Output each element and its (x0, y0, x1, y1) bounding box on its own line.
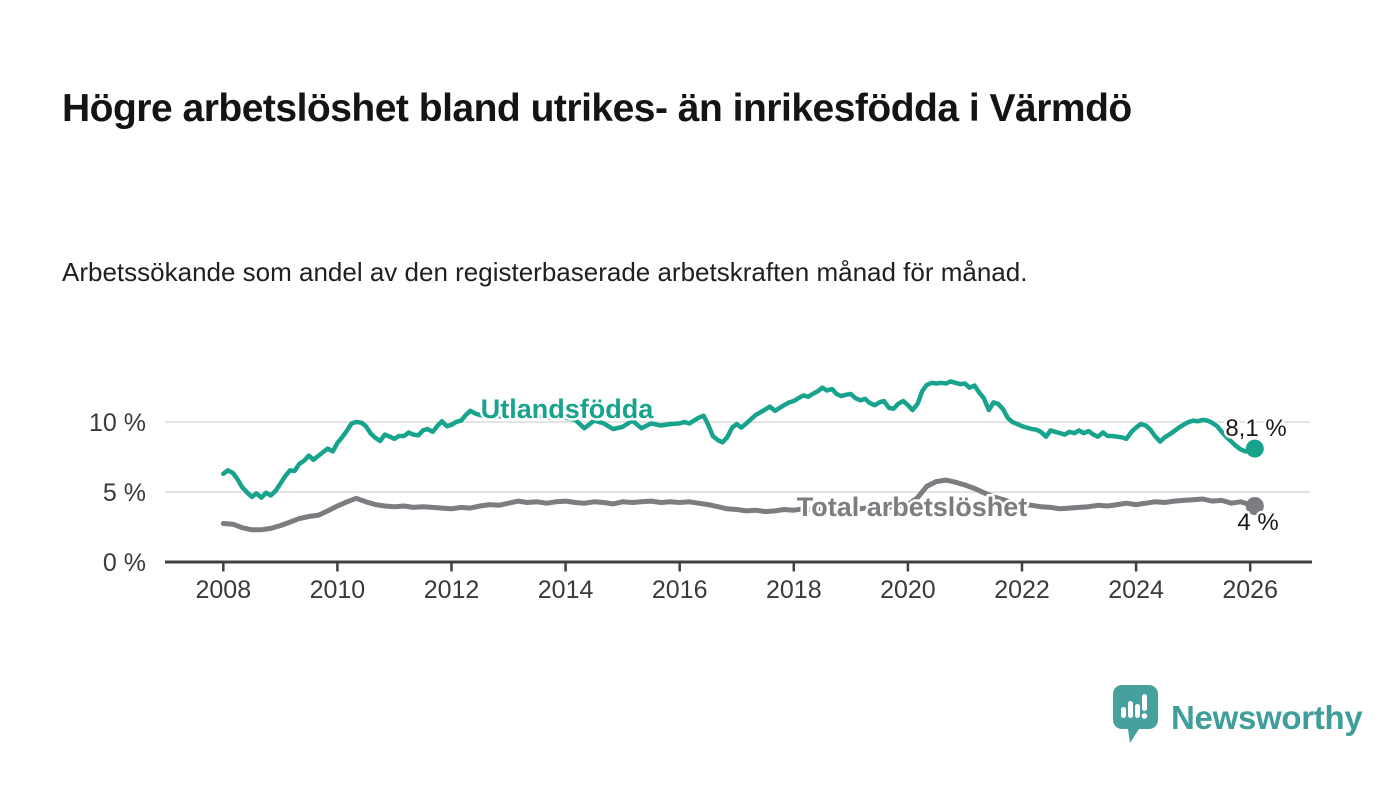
x-tick-label: 2026 (1222, 576, 1278, 604)
y-tick-label: 10 % (89, 409, 146, 437)
y-tick-label: 5 % (103, 479, 146, 507)
line-chart: 0 %5 %10 % 2008 2010 2012 2014 2016 2018 2020 2… (89, 379, 1312, 604)
series-label-utlandsfodda: Utlandsfödda (481, 394, 654, 424)
x-tick-label: 2014 (538, 576, 594, 604)
x-tick-label: 2010 (310, 576, 366, 604)
x-tick-label: 2008 (195, 576, 251, 604)
end-value-label-utlandsfodda: 8,1 % (1225, 415, 1286, 442)
line-chart-container: 0 % 5 % 10 % 2008 2010 2012 2014 2016 2018 2020 2… (0, 340, 1400, 640)
x-axis-ticks (222, 562, 1252, 572)
series-end-dot-utlandsfodda (1245, 439, 1264, 458)
x-tick-label: 2020 (880, 576, 936, 604)
y-axis-tick-labels: 0 % 5 % 10 % (89, 409, 146, 577)
page-title: Högre arbetslöshet bland utrikes- än inr… (62, 87, 1132, 131)
x-tick-label: 2018 (766, 576, 822, 604)
x-tick-label: 2012 (424, 576, 480, 604)
end-value-label-total-arbetsloshet: 4 % (1237, 509, 1278, 536)
series-line-total-arbetsloshet (220, 477, 1258, 533)
bar-chart-glyph (1121, 694, 1148, 719)
newsworthy-branding: Newsworthy (1112, 684, 1363, 751)
x-axis-tick-labels: 2008 2010 2012 2014 2016 2018 2020 2022 2024 2026 (195, 576, 1278, 604)
chart-subtitle: Arbetssökande som andel av den registerb… (62, 257, 1028, 287)
gridlines (165, 421, 1310, 493)
series-label-total-arbetsloshet: Total arbetslöshet (797, 492, 1028, 522)
y-tick-label: 0 % (103, 549, 146, 577)
x-tick-label: 2016 (652, 576, 708, 604)
series-line-utlandsfodda (221, 379, 1258, 500)
series-end-dot-total-arbetsloshet (1245, 497, 1264, 515)
newsworthy-wordmark: Newsworthy (1171, 698, 1363, 736)
x-tick-label: 2024 (1108, 576, 1164, 604)
newsworthy-logo-icon (1112, 684, 1159, 751)
x-tick-label: 2022 (994, 576, 1050, 604)
